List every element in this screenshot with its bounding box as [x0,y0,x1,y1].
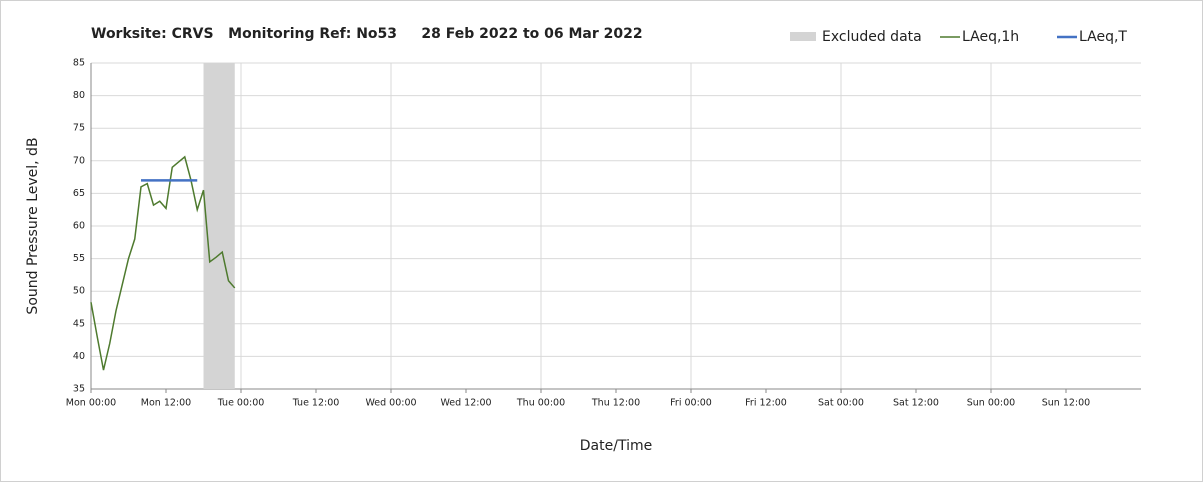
x-tick-label: Wed 12:00 [440,398,491,409]
x-tick-label: Fri 00:00 [670,398,712,409]
x-tick-label: Sun 12:00 [1042,398,1090,409]
x-tick-label: Mon 12:00 [141,398,191,409]
y-tick-label: 60 [73,221,85,232]
y-tick-label: 70 [73,155,85,166]
x-tick-label: Sat 12:00 [893,398,939,409]
x-tick-label: Thu 12:00 [591,398,640,409]
y-tick-label: 35 [73,384,85,395]
legend-label: Excluded data [822,29,922,45]
y-tick-label: 65 [73,188,85,199]
x-tick-label: Sat 00:00 [818,398,864,409]
legend-swatch [790,32,816,41]
excluded-band [203,63,235,389]
x-tick-label: Mon 00:00 [66,398,116,409]
x-axis-label: Date/Time [580,438,652,454]
y-tick-label: 75 [73,123,85,134]
chart-title: Worksite: CRVS Monitoring Ref: No53 28 F… [91,26,643,42]
y-tick-label: 45 [73,318,85,329]
x-tick-label: Tue 00:00 [217,398,265,409]
x-tick-label: Thu 00:00 [516,398,565,409]
y-tick-label: 40 [73,351,85,362]
x-tick-label: Wed 00:00 [365,398,416,409]
y-tick-label: 55 [73,253,85,264]
y-tick-label: 50 [73,286,85,297]
series-line [90,155,236,371]
y-axis-label: Sound Pressure Level, dB [25,137,41,314]
legend-label: LAeq,T [1079,29,1127,45]
y-tick-label: 85 [73,58,85,69]
x-tick-label: Fri 12:00 [745,398,787,409]
x-tick-label: Sun 00:00 [967,398,1015,409]
legend-label: LAeq,1h [962,29,1019,45]
y-tick-label: 80 [73,90,85,101]
x-tick-label: Tue 12:00 [292,398,340,409]
